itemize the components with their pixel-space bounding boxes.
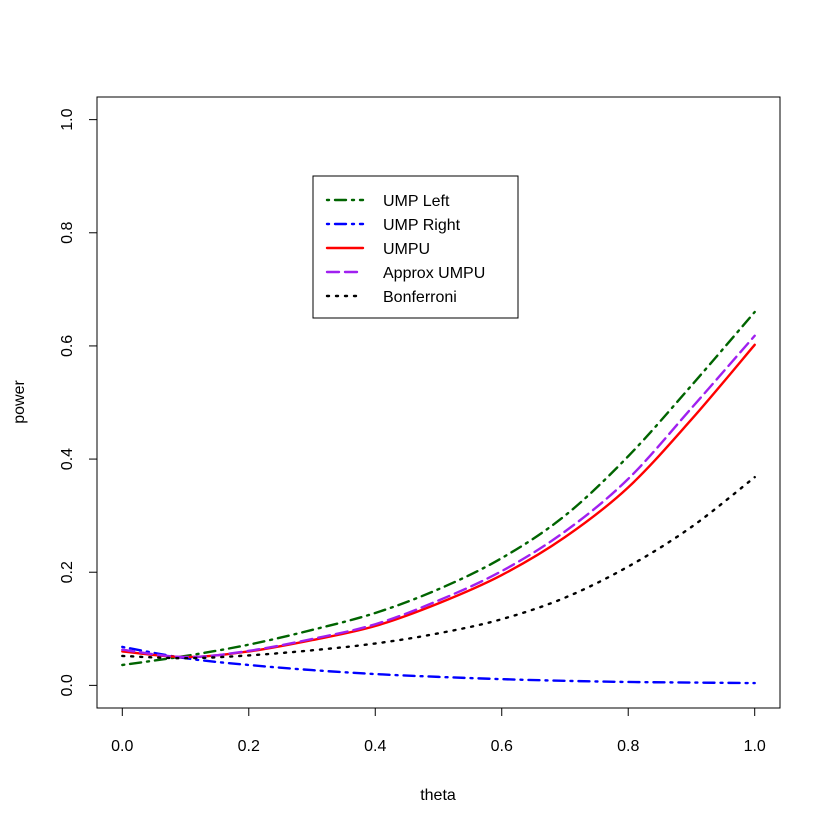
series-line-ump-right [121,645,756,685]
y-axis: 0.0 0.2 0.4 0.6 0.8 1.0 [59,108,98,696]
series-line-bonferroni [121,475,756,660]
y-tick-label: 0.6 [59,335,76,357]
x-tick-label: 0.6 [491,738,513,755]
legend-label-approx-umpu: Approx UMPU [383,265,485,282]
y-tick-label: 0.4 [59,448,76,470]
x-tick-label: 0.0 [111,738,133,755]
legend: UMP Left UMP Right UMPU Approx UMPU Bonferro… [312,175,519,319]
series-line-approx-umpu [121,334,756,659]
series-line-umpu [121,343,756,659]
y-tick-label: 1.0 [59,108,76,130]
x-axis: 0.0 0.2 0.4 0.6 0.8 1.0 [111,707,766,755]
y-axis-label: power [11,380,28,424]
x-tick-label: 1.0 [744,738,766,755]
x-axis-label: theta [420,787,456,804]
legend-label-ump-right: UMP Right [383,217,461,234]
legend-label-ump-left: UMP Left [383,193,450,210]
y-tick-label: 0.0 [59,674,76,696]
series-line-ump-left [121,310,756,667]
y-tick-label: 0.8 [59,222,76,244]
x-tick-label: 0.8 [617,738,639,755]
y-tick-label: 0.2 [59,561,76,583]
x-tick-label: 0.2 [238,738,260,755]
x-tick-label: 0.4 [364,738,386,755]
legend-label-umpu: UMPU [383,241,430,258]
series-layer [121,310,756,685]
legend-label-bonferroni: Bonferroni [383,289,457,306]
